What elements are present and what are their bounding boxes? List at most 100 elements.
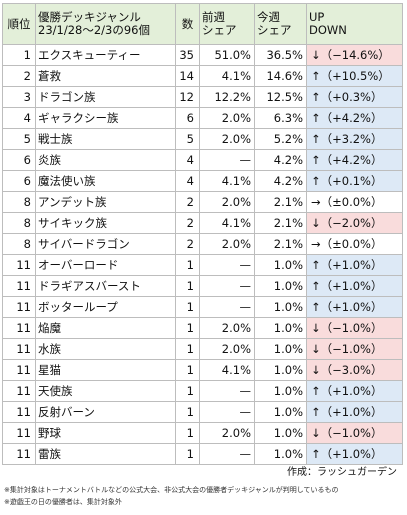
- deck-name-cell: ドラギアスバースト: [35, 275, 176, 297]
- rank-cell: 11: [2, 401, 36, 423]
- table-row: 4 ギャラクシー族 6 2.0% 6.3% ↑（+4.2%）: [2, 107, 403, 129]
- trend-cell: ↓（−14.6%）: [306, 44, 403, 66]
- prev-share-cell: —: [199, 296, 255, 318]
- table-row: 11 ドラギアスバースト 1—1.0% ↑（+1.0%）: [2, 275, 403, 297]
- prev-share-cell: 4.1%: [199, 212, 255, 234]
- table-row: 1 エクスキューティー 35 51.0% 36.5% ↓（−14.6%）: [2, 44, 403, 66]
- current-share-cell: 2.1%: [254, 191, 307, 213]
- current-share-cell: 12.5%: [254, 86, 307, 108]
- trend-cell: →（±0.0%）: [306, 233, 403, 255]
- header-prev-share: 前週 シェア: [199, 3, 255, 45]
- table-row: 8 サイバードラゴン 2 2.0% 2.1% →（±0.0%）: [2, 233, 403, 255]
- header-up-down: UP DOWN: [306, 3, 403, 45]
- deck-name-cell: 天使族: [35, 380, 176, 402]
- trend-cell: →（±0.0%）: [306, 191, 403, 213]
- trend-cell: ↑（+4.2%）: [306, 149, 403, 171]
- header-count: 数: [175, 3, 200, 45]
- prev-share-cell: 2.0%: [199, 233, 255, 255]
- header-rank: 順位: [2, 3, 36, 45]
- table-row: 2 蒼救 14 4.1% 14.6% ↑（+10.5%）: [2, 65, 403, 87]
- deck-name-cell: 魔法使い族: [35, 170, 176, 192]
- rank-cell: 8: [2, 212, 36, 234]
- current-share-cell: 14.6%: [254, 65, 307, 87]
- rank-cell: 8: [2, 233, 36, 255]
- trend-cell: ↑（+1.0%）: [306, 443, 403, 465]
- count-cell: 2: [175, 191, 200, 213]
- deck-name-cell: サイキック族: [35, 212, 176, 234]
- table-row: 11 星猫 1 4.1% 1.0% ↓（−3.0%）: [2, 359, 403, 381]
- count-cell: 1: [175, 254, 200, 276]
- count-cell: 4: [175, 170, 200, 192]
- deck-name-cell: ボッターループ: [35, 296, 176, 318]
- rank-cell: 6: [2, 170, 36, 192]
- table-row: 11 オーバーロード 1—1.0% ↑（+1.0%）: [2, 254, 403, 276]
- current-share-cell: 1.0%: [254, 338, 307, 360]
- count-cell: 2: [175, 233, 200, 255]
- current-share-cell: 2.1%: [254, 212, 307, 234]
- credit-text: 作成：ラッシュガーデン: [287, 467, 397, 478]
- table-row: 3 ドラゴン族 12 12.2% 12.5% ↑（+0.3%）: [2, 86, 403, 108]
- table-row: 11 ボッターループ 1—1.0% ↑（+1.0%）: [2, 296, 403, 318]
- trend-cell: ↑（+10.5%）: [306, 65, 403, 87]
- deck-name-cell: 蒼救: [35, 65, 176, 87]
- header-row: 順位 優勝デッキジャンル 23/1/28〜2/3の96個 数 前週 シェア 今週 シェ…: [2, 3, 403, 45]
- table-row: 5 戦士族 5 2.0% 5.2% ↑（+3.2%）: [2, 128, 403, 150]
- rank-cell: 4: [2, 107, 36, 129]
- count-cell: 1: [175, 296, 200, 318]
- count-cell: 1: [175, 317, 200, 339]
- trend-cell: ↓（−2.0%）: [306, 212, 403, 234]
- table-row: 11 天使族 1—1.0% ↑（+1.0%）: [2, 380, 403, 402]
- current-share-cell: 1.0%: [254, 296, 307, 318]
- header-deck-genre: 優勝デッキジャンル 23/1/28〜2/3の96個: [35, 3, 176, 45]
- count-cell: 1: [175, 443, 200, 465]
- deck-name-cell: 野球: [35, 422, 176, 444]
- trend-cell: ↑（+1.0%）: [306, 380, 403, 402]
- rank-cell: 11: [2, 317, 36, 339]
- rank-cell: 11: [2, 359, 36, 381]
- prev-share-cell: —: [199, 401, 255, 423]
- count-cell: 4: [175, 149, 200, 171]
- rank-cell: 3: [2, 86, 36, 108]
- current-share-cell: 1.0%: [254, 317, 307, 339]
- current-share-cell: 4.2%: [254, 170, 307, 192]
- current-share-cell: 5.2%: [254, 128, 307, 150]
- current-share-cell: 36.5%: [254, 44, 307, 66]
- deck-name-cell: オーバーロード: [35, 254, 176, 276]
- rank-cell: 11: [2, 296, 36, 318]
- count-cell: 1: [175, 275, 200, 297]
- table-row: 8 アンデット族 2 2.0% 2.1% →（±0.0%）: [2, 191, 403, 213]
- rank-cell: 11: [2, 422, 36, 444]
- footnote-2: ※遊戯王の日の優勝者は、集計対象外: [4, 498, 122, 506]
- trend-cell: ↓（−3.0%）: [306, 359, 403, 381]
- table-row: 6 魔法使い族 4 4.1% 4.2% ↑（+0.1%）: [2, 170, 403, 192]
- prev-share-cell: 4.1%: [199, 65, 255, 87]
- trend-cell: ↑（+0.1%）: [306, 170, 403, 192]
- rank-cell: 6: [2, 149, 36, 171]
- prev-share-cell: 4.1%: [199, 170, 255, 192]
- prev-share-cell: 51.0%: [199, 44, 255, 66]
- prev-share-cell: 2.0%: [199, 338, 255, 360]
- deck-name-cell: 炎族: [35, 149, 176, 171]
- prev-share-cell: —: [199, 275, 255, 297]
- count-cell: 1: [175, 380, 200, 402]
- prev-share-cell: 12.2%: [199, 86, 255, 108]
- count-cell: 2: [175, 212, 200, 234]
- prev-share-cell: —: [199, 380, 255, 402]
- deck-name-cell: ギャラクシー族: [35, 107, 176, 129]
- trend-cell: ↑（+1.0%）: [306, 254, 403, 276]
- table-row: 8 サイキック族 2 4.1% 2.1% ↓（−2.0%）: [2, 212, 403, 234]
- prev-share-cell: —: [199, 149, 255, 171]
- header-current-share: 今週 シェア: [254, 3, 307, 45]
- table-row: 11 反射バーン 1—1.0% ↑（+1.0%）: [2, 401, 403, 423]
- table-row: 6 炎族 4—4.2% ↑（+4.2%）: [2, 149, 403, 171]
- count-cell: 12: [175, 86, 200, 108]
- rank-cell: 11: [2, 275, 36, 297]
- trend-cell: ↓（−1.0%）: [306, 422, 403, 444]
- prev-share-cell: —: [199, 254, 255, 276]
- current-share-cell: 1.0%: [254, 401, 307, 423]
- deck-name-cell: エクスキューティー: [35, 44, 176, 66]
- count-cell: 1: [175, 338, 200, 360]
- deck-name-cell: 戦士族: [35, 128, 176, 150]
- rank-cell: 1: [2, 44, 36, 66]
- table-row: 11 焔魔 1 2.0% 1.0% ↓（−1.0%）: [2, 317, 403, 339]
